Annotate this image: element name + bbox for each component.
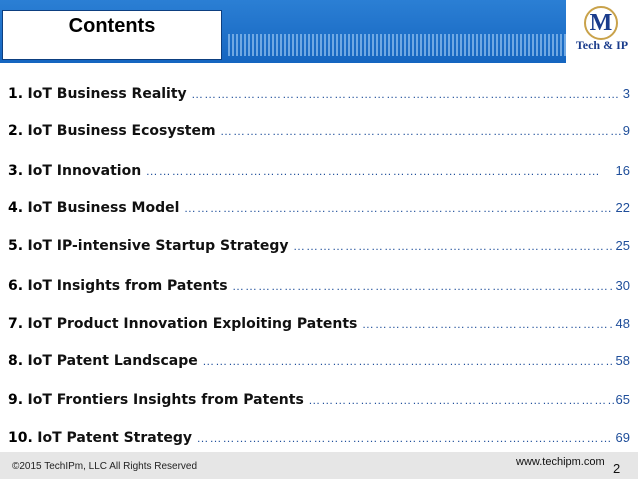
- logo-mark: M: [584, 6, 618, 40]
- toc-label: IoT Product Innovation Exploiting Patent…: [27, 316, 358, 332]
- toc-label: IoT Frontiers Insights from Patents: [27, 392, 304, 408]
- copyright-text: ©2015 TechIPm, LLC All Rights Reserved: [12, 461, 198, 472]
- toc-page: 9: [620, 120, 630, 142]
- footer: ©2015 TechIPm, LLC All Rights Reserved w…: [0, 452, 638, 479]
- toc-label: IoT IP-intensive Startup Strategy: [27, 238, 289, 254]
- toc-label: IoT Business Ecosystem: [27, 123, 216, 139]
- page-title: Contents: [68, 15, 156, 37]
- toc-page: 22: [613, 197, 630, 219]
- toc-label: IoT Patent Landscape: [27, 353, 198, 369]
- header-stripes: [228, 34, 566, 56]
- toc-number: 6.: [8, 278, 24, 294]
- toc-number: 1.: [8, 86, 24, 102]
- toc-label: IoT Innovation: [27, 163, 142, 179]
- toc-page: 48: [613, 313, 630, 335]
- toc-number: 3.: [8, 163, 24, 179]
- toc-row: 8. IoT Patent Landscape ……………………………………………: [8, 350, 630, 372]
- website-link[interactable]: www.techipm.com: [516, 456, 605, 468]
- toc-row: 10. IoT Patent Strategy ……………………………………………: [8, 427, 630, 449]
- toc-label: IoT Business Reality: [27, 86, 187, 102]
- toc-label: IoT Insights from Patents: [27, 278, 228, 294]
- logo: M Tech & IP: [566, 0, 638, 63]
- logo-text: Tech & IP: [575, 38, 629, 52]
- toc-row: 3. IoT Innovation ……………………………………………………………: [8, 160, 630, 182]
- toc-page: 16: [613, 160, 630, 182]
- toc-number: 2.: [8, 123, 24, 139]
- toc-row: 7. IoT Product Innovation Exploiting Pat…: [8, 313, 630, 335]
- toc-page: 58: [613, 350, 630, 372]
- toc-row: 2. IoT Business Ecosystem ………………………………………: [8, 120, 630, 142]
- toc-page: 3: [620, 83, 630, 105]
- toc-number: 9.: [8, 392, 24, 408]
- toc-number: 10.: [8, 430, 33, 446]
- toc-row: 5. IoT IP-intensive Startup Strategy …………: [8, 235, 630, 257]
- toc-label: IoT Patent Strategy: [37, 430, 193, 446]
- toc-row: 1. IoT Business Reality ……………………………………………: [8, 83, 630, 105]
- toc-page: 65: [613, 389, 630, 411]
- header-bar: Contents: [0, 0, 566, 63]
- toc-page: 25: [613, 235, 630, 257]
- page-number: 2: [613, 461, 621, 476]
- toc-number: 8.: [8, 353, 24, 369]
- toc-label: IoT Business Model: [27, 200, 180, 216]
- toc-number: 7.: [8, 316, 24, 332]
- toc-row: 9. IoT Frontiers Insights from Patents ……: [8, 389, 630, 411]
- toc-row: 6. IoT Insights from Patents ………………………………: [8, 275, 630, 297]
- toc-number: 4.: [8, 200, 24, 216]
- toc-page: 30: [613, 275, 630, 297]
- toc-page: 69: [613, 427, 630, 449]
- page-title-box: Contents: [2, 10, 222, 60]
- toc-row: 4. IoT Business Model …………………………………………………: [8, 197, 630, 219]
- toc-number: 5.: [8, 238, 24, 254]
